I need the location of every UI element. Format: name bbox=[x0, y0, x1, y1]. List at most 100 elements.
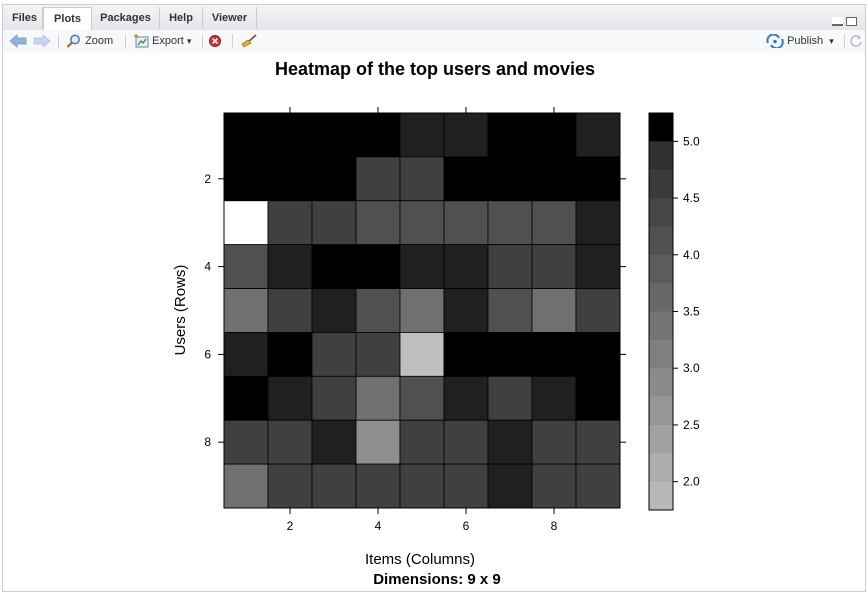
heatmap-cell bbox=[443, 463, 489, 509]
minimize-icon[interactable] bbox=[832, 17, 843, 26]
heatmap-cell bbox=[223, 288, 269, 333]
heatmap-cell bbox=[223, 200, 269, 246]
colorbar-tick-label: 4.0 bbox=[683, 248, 700, 262]
heatmap-cell bbox=[399, 332, 445, 377]
colorbar-step bbox=[649, 396, 673, 426]
x-tick-label: 8 bbox=[551, 519, 558, 533]
heatmap-cell bbox=[487, 419, 533, 465]
heatmap-cell bbox=[267, 332, 313, 377]
y-axis-label: Users (Rows) bbox=[172, 265, 189, 356]
heatmap-cell bbox=[399, 288, 445, 333]
plots-toolbar: Zoom Export ▾ Publish ▾ bbox=[3, 30, 865, 53]
heatmap-cell bbox=[531, 375, 577, 421]
heatmap-cell bbox=[575, 200, 621, 246]
back-button[interactable] bbox=[9, 33, 27, 49]
colorbar-step bbox=[649, 141, 673, 171]
heatmap-cell bbox=[575, 112, 621, 158]
heatmap-cell bbox=[311, 200, 357, 246]
heatmap-cell bbox=[267, 156, 313, 202]
chart-title: Heatmap of the top users and movies bbox=[275, 59, 595, 79]
heatmap-cell bbox=[531, 332, 577, 377]
heatmap-cell bbox=[355, 419, 401, 465]
zoom-label: Zoom bbox=[85, 35, 114, 47]
colorbar: 5.0 4.5 4.0 3.5 3.0 2.5 2.0 bbox=[648, 112, 700, 511]
heatmap-cell bbox=[575, 244, 621, 289]
arrow-right-icon bbox=[33, 34, 51, 48]
colorbar-tick-label: 2.5 bbox=[683, 418, 700, 432]
heatmap-cell bbox=[531, 288, 577, 333]
heatmap-cell bbox=[355, 375, 401, 421]
heatmap-cell bbox=[531, 156, 577, 202]
remove-plot-button[interactable] bbox=[208, 33, 222, 49]
heatmap-cell bbox=[443, 375, 489, 421]
publish-button[interactable]: Publish ▾ bbox=[766, 33, 834, 49]
heatmap-cell bbox=[355, 463, 401, 509]
heatmap-cell bbox=[311, 375, 357, 421]
heatmap-cell bbox=[355, 156, 401, 202]
heatmap-cell bbox=[399, 375, 445, 421]
zoom-button[interactable]: Zoom bbox=[66, 33, 113, 49]
heatmap-cell bbox=[531, 112, 577, 158]
heatmap-cell bbox=[443, 156, 489, 202]
y-tick-label: 6 bbox=[204, 347, 211, 361]
heatmap-cell bbox=[443, 288, 489, 333]
colorbar-step bbox=[649, 481, 673, 511]
heatmap-cell bbox=[267, 288, 313, 333]
tab-packages[interactable]: Packages bbox=[92, 7, 160, 29]
refresh-button[interactable] bbox=[849, 33, 863, 49]
heatmap-cell bbox=[311, 419, 357, 465]
chevron-down-icon: ▾ bbox=[186, 36, 192, 46]
heatmap-cell bbox=[487, 288, 533, 333]
tab-help[interactable]: Help bbox=[160, 7, 203, 29]
colorbar-tick-label: 3.0 bbox=[683, 361, 700, 375]
heatmap-cell bbox=[575, 419, 621, 465]
heatmap-cell bbox=[443, 419, 489, 465]
heatmap-cell bbox=[487, 332, 533, 377]
heatmap-cell bbox=[443, 332, 489, 377]
heatmap-cell bbox=[575, 156, 621, 202]
heatmap-cell bbox=[531, 200, 577, 246]
colorbar-step bbox=[649, 198, 673, 227]
heatmap-cell bbox=[311, 332, 357, 377]
heatmap-cell bbox=[487, 112, 533, 158]
heatmap-cell bbox=[399, 463, 445, 509]
heatmap-cell bbox=[443, 200, 489, 246]
colorbar-tick-label: 3.5 bbox=[683, 305, 700, 319]
y-tick-label: 4 bbox=[204, 260, 211, 274]
plot-area: Heatmap of the top users and movies 2 4 6 8… bbox=[3, 52, 865, 591]
plots-pane: Files Plots Packages Help Viewer Zoom Ex… bbox=[2, 4, 866, 592]
export-button[interactable]: Export ▾ bbox=[133, 33, 191, 49]
x-tick-label: 2 bbox=[287, 519, 294, 533]
heatmap-cell bbox=[399, 112, 445, 158]
tab-files[interactable]: Files bbox=[7, 7, 43, 29]
colorbar-tick-label: 4.5 bbox=[683, 191, 700, 205]
heatmap-cell bbox=[223, 375, 269, 421]
forward-button[interactable] bbox=[33, 33, 51, 49]
heatmap-cell bbox=[355, 332, 401, 377]
colorbar-tick-label: 2.0 bbox=[683, 475, 700, 489]
colorbar-step bbox=[649, 254, 673, 284]
colorbar-step bbox=[649, 169, 673, 199]
maximize-icon[interactable] bbox=[846, 17, 857, 26]
tab-bar: Files Plots Packages Help Viewer bbox=[3, 5, 865, 31]
heatmap-cell bbox=[223, 332, 269, 377]
colorbar-step bbox=[649, 424, 673, 454]
heatmap-cell bbox=[223, 463, 269, 509]
tab-viewer[interactable]: Viewer bbox=[203, 7, 257, 29]
heatmap-cell bbox=[487, 375, 533, 421]
heatmap-cell bbox=[399, 244, 445, 289]
colorbar-step bbox=[649, 453, 673, 483]
heatmap-cell bbox=[575, 375, 621, 421]
heatmap-cell bbox=[487, 463, 533, 509]
refresh-icon bbox=[850, 35, 862, 47]
axis-ticks: 2 4 6 8 2 4 6 8 bbox=[204, 107, 626, 533]
clear-plots-button[interactable] bbox=[240, 33, 258, 49]
tab-plots[interactable]: Plots bbox=[43, 7, 92, 31]
x-axis-label: Items (Columns) bbox=[365, 551, 475, 568]
heatmap-cell bbox=[267, 463, 313, 509]
heatmap-cell bbox=[311, 156, 357, 202]
heatmap-cell bbox=[311, 463, 357, 509]
colorbar-step bbox=[649, 311, 673, 341]
heatmap-cell bbox=[531, 419, 577, 465]
export-label: Export bbox=[152, 35, 184, 47]
